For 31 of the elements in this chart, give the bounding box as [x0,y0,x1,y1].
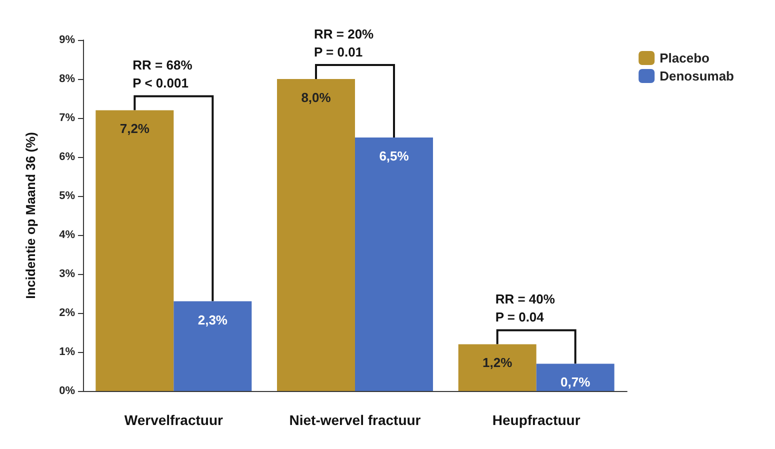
x-tick-label: Heupfractuur [492,412,581,428]
bar [277,79,355,391]
y-tick-label: 5% [59,190,76,202]
y-tick-label: 9% [59,34,76,46]
x-tick-label: Niet-wervel fractuur [289,412,422,428]
bar [458,344,536,391]
data-label: 2,3% [198,312,228,328]
data-label: 8,0% [301,90,332,105]
bar [96,110,174,391]
y-tick-label: 7% [59,112,76,124]
bar [174,301,252,391]
y-tick-label: 8% [59,73,76,85]
annotation: RR = 40% P = 0.04 [495,292,556,325]
y-tick-label: 4% [59,229,76,241]
data-label: 6,5% [379,148,410,164]
data-label: 1,2% [482,355,513,370]
legend-label: Placebo [660,50,710,66]
x-tick-label: Wervelfractuur [124,412,224,428]
annotation: RR = 68% P < 0.001 [132,58,193,91]
legend-label: Denosumab [660,68,734,84]
y-tick-label: 0% [59,385,76,397]
y-tick-label: 6% [59,151,76,163]
y-tick-label: 3% [59,268,76,280]
y-tick-label: 2% [59,307,76,319]
annotation: RR = 20% P = 0.01 [314,26,374,60]
data-label: 7,2% [120,121,150,136]
bar [536,364,614,391]
data-label: 0,7% [560,374,591,390]
y-tick-label: 1% [59,346,76,358]
bar [355,138,433,391]
y-axis-title: Incidentie op Maand 36 (%) [23,132,38,299]
